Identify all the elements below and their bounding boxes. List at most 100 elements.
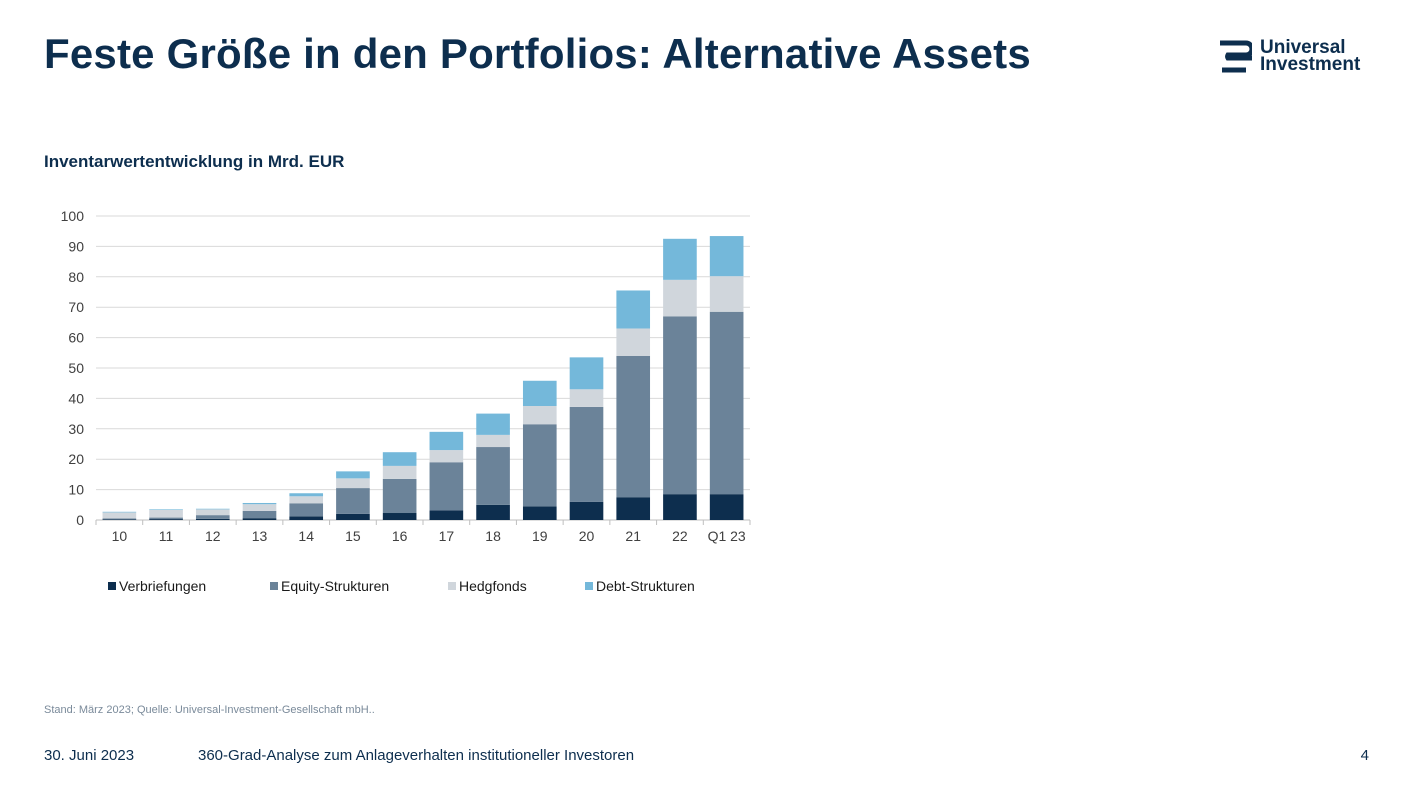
bar-segment-hedgefonds bbox=[709, 276, 744, 312]
x-tick-label: 16 bbox=[392, 528, 408, 544]
legend-item: Verbriefungen bbox=[108, 578, 206, 594]
bar-segment-verbriefungen bbox=[476, 504, 510, 520]
chart-title: Inventarwertentwicklung in Mrd. EUR bbox=[44, 152, 345, 171]
chart-legend: Verbriefungen Equity-Strukturen Hedgfonds D… bbox=[108, 578, 748, 598]
bar-segment-debt bbox=[616, 290, 651, 329]
bar-segment-debt bbox=[102, 511, 137, 513]
bar-segment-debt bbox=[336, 471, 370, 479]
bar-segment-hedgefonds bbox=[429, 450, 464, 463]
legend-label: Debt-Strukturen bbox=[596, 578, 695, 594]
bar-segment-verbriefungen bbox=[242, 518, 277, 520]
y-tick-label: 20 bbox=[68, 451, 84, 467]
legend-label: Verbriefungen bbox=[119, 578, 207, 594]
legend-swatch bbox=[585, 582, 593, 590]
bar-segment-hedgefonds bbox=[289, 496, 324, 504]
bar-segment-verbriefungen bbox=[102, 519, 137, 520]
bar-segment-hedgefonds bbox=[102, 512, 137, 519]
bar-segment-hedgefonds bbox=[242, 504, 277, 511]
bar-segment-hedgefonds bbox=[569, 389, 604, 407]
page-title: Feste Größe in den Portfolios: Alternati… bbox=[44, 30, 1031, 77]
legend-label: Hedgfonds bbox=[459, 578, 527, 594]
bar-segment-equity bbox=[476, 447, 510, 505]
y-tick-label: 0 bbox=[76, 512, 84, 528]
x-tick-label: 19 bbox=[532, 528, 548, 544]
footer-text: 360-Grad-Analyse zum Anlageverhalten ins… bbox=[198, 747, 635, 764]
bar-segment-verbriefungen bbox=[709, 494, 744, 520]
bar-segment-equity bbox=[242, 510, 277, 519]
bar-segment-verbriefungen bbox=[336, 513, 370, 520]
legend-item: Equity-Strukturen bbox=[270, 578, 389, 594]
y-tick-label: 60 bbox=[68, 330, 84, 346]
y-tick-label: 30 bbox=[68, 421, 84, 437]
x-tick-label: 21 bbox=[625, 528, 641, 544]
bar-segment-debt bbox=[429, 431, 464, 451]
bar-segment-equity bbox=[709, 311, 744, 495]
y-tick-label: 10 bbox=[68, 482, 84, 498]
bar-segment-debt bbox=[382, 452, 417, 466]
bar-segment-hedgefonds bbox=[476, 434, 510, 448]
legend-swatch bbox=[270, 582, 278, 590]
bar-segment-verbriefungen bbox=[382, 513, 417, 520]
x-tick-label: 20 bbox=[579, 528, 595, 544]
x-tick-label: 14 bbox=[298, 528, 314, 544]
y-tick-label: 90 bbox=[68, 238, 84, 254]
logo: Universal Investment bbox=[1220, 37, 1380, 77]
x-tick-label: 18 bbox=[485, 528, 501, 544]
bar-segment-verbriefungen bbox=[195, 518, 230, 520]
logo-wordmark: Universal Investment bbox=[1260, 37, 1361, 75]
bar-segment-equity bbox=[382, 478, 417, 514]
bar-segment-verbriefungen bbox=[289, 516, 324, 520]
bar-segment-hedgefonds bbox=[195, 509, 230, 516]
source-note: Stand: März 2023; Quelle: Universal-Inve… bbox=[44, 704, 375, 716]
bar-segment-equity bbox=[429, 462, 464, 511]
y-tick-label: 100 bbox=[61, 208, 85, 224]
legend-swatch bbox=[448, 582, 456, 590]
y-tick-label: 80 bbox=[68, 269, 84, 285]
bar-segment-debt bbox=[289, 493, 324, 497]
bar-segment-debt bbox=[242, 502, 277, 505]
bar-segment-debt bbox=[195, 508, 230, 510]
bar-segment-hedgefonds bbox=[336, 478, 370, 489]
bar-segment-verbriefungen bbox=[522, 506, 557, 520]
bar-segment-debt bbox=[709, 236, 744, 277]
x-tick-label: 12 bbox=[205, 528, 221, 544]
y-tick-label: 70 bbox=[68, 299, 84, 315]
bar-segment-equity bbox=[149, 517, 183, 520]
bar-segment-verbriefungen bbox=[149, 519, 183, 520]
bar-segment-verbriefungen bbox=[663, 494, 697, 520]
y-tick-label: 50 bbox=[68, 360, 84, 376]
legend-label: Equity-Strukturen bbox=[281, 578, 390, 594]
logo-line-1: Universal bbox=[1260, 37, 1346, 58]
x-tick-label: 15 bbox=[345, 528, 361, 544]
bar-segment-hedgefonds bbox=[382, 465, 417, 479]
x-tick-label: Q1 23 bbox=[708, 528, 746, 544]
bar-segment-debt bbox=[149, 509, 183, 510]
bar-segment-equity bbox=[336, 488, 370, 514]
bar-segment-debt bbox=[522, 380, 557, 406]
logo-line-2: Investment bbox=[1260, 54, 1361, 75]
bar-segment-equity bbox=[569, 406, 604, 502]
y-tick-label: 40 bbox=[68, 390, 84, 406]
bar-segment-verbriefungen bbox=[429, 510, 464, 520]
bar-segment-equity bbox=[102, 518, 137, 520]
bar-segment-hedgefonds bbox=[149, 509, 183, 518]
bar-segment-debt bbox=[476, 413, 510, 435]
bar-segment-hedgefonds bbox=[522, 406, 557, 425]
x-tick-label: 22 bbox=[672, 528, 688, 544]
x-tick-label: 17 bbox=[439, 528, 455, 544]
footer-date: 30. Juni 2023 bbox=[44, 747, 135, 764]
bar-segment-equity bbox=[663, 316, 697, 495]
bar-segment-debt bbox=[569, 357, 604, 390]
bar-segment-hedgefonds bbox=[616, 328, 651, 356]
bar-segment-debt bbox=[663, 238, 697, 280]
x-tick-label: 10 bbox=[112, 528, 128, 544]
bar-segment-equity bbox=[522, 424, 557, 507]
universal-investment-logo-icon bbox=[1220, 40, 1252, 73]
bar-segment-equity bbox=[616, 355, 651, 498]
bar-segment-verbriefungen bbox=[616, 497, 651, 520]
x-tick-label: 11 bbox=[159, 528, 174, 544]
bar-segment-equity bbox=[195, 515, 230, 519]
bar-segment-verbriefungen bbox=[569, 501, 604, 520]
bar-segment-equity bbox=[289, 503, 324, 517]
stacked-bar-chart: 0 10 20 30 40 50 60 70 80 90 100 10 11 12 13 14 15 16 17 18… bbox=[61, 208, 751, 544]
